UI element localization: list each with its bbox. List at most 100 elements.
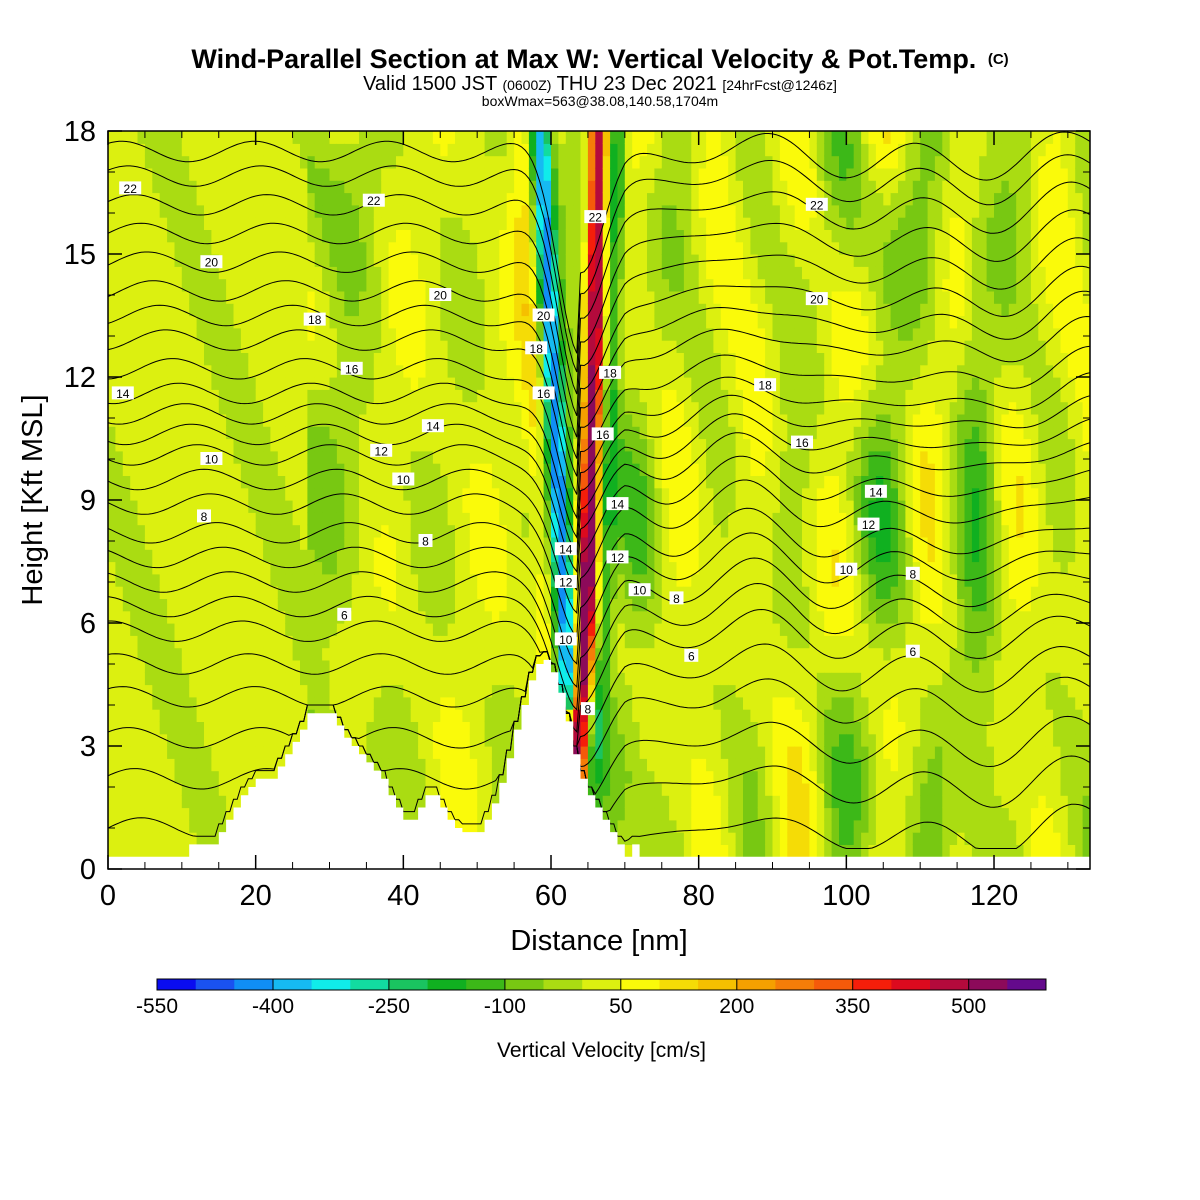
velocity-cell <box>602 340 611 353</box>
velocity-cell <box>595 512 604 526</box>
velocity-cell <box>514 512 523 526</box>
velocity-cell <box>233 192 242 206</box>
velocity-cell <box>130 696 139 710</box>
velocity-cell <box>359 536 367 550</box>
velocity-cell <box>130 463 139 476</box>
velocity-cell <box>248 709 257 722</box>
velocity-cell <box>159 204 168 218</box>
velocity-cell <box>211 340 220 353</box>
velocity-cell <box>218 696 227 710</box>
velocity-cell <box>218 721 227 735</box>
velocity-cell <box>226 426 235 440</box>
velocity-cell <box>381 696 390 710</box>
velocity-cell <box>108 266 116 280</box>
velocity-cell <box>654 782 663 796</box>
velocity-cell <box>477 721 486 735</box>
velocity-cell <box>292 709 301 722</box>
velocity-cell <box>248 635 257 649</box>
velocity-cell <box>255 733 264 747</box>
velocity-cell <box>491 549 500 563</box>
velocity-cell <box>322 315 331 329</box>
velocity-cell <box>329 389 338 403</box>
velocity-cell <box>514 290 523 304</box>
velocity-cell <box>632 266 641 280</box>
velocity-cell <box>130 659 139 673</box>
velocity-cell <box>624 229 633 243</box>
velocity-cell <box>595 721 604 735</box>
velocity-cell <box>226 573 235 587</box>
velocity-cell <box>499 167 508 181</box>
velocity-cell <box>152 389 161 403</box>
velocity-cell <box>551 303 559 317</box>
velocity-cell <box>108 512 116 526</box>
velocity-cell <box>255 155 264 169</box>
velocity-cell <box>440 401 449 415</box>
velocity-cell <box>573 586 582 599</box>
velocity-cell <box>491 561 500 575</box>
velocity-cell <box>425 610 434 624</box>
velocity-cell <box>573 278 582 292</box>
velocity-cell <box>189 155 198 169</box>
velocity-cell <box>226 475 235 489</box>
velocity-cell <box>713 327 722 341</box>
velocity-cell <box>263 635 272 649</box>
velocity-cell <box>189 721 198 735</box>
velocity-cell <box>366 352 375 366</box>
velocity-cell <box>285 229 294 243</box>
velocity-cell <box>484 549 493 563</box>
velocity-cell <box>373 746 382 759</box>
velocity-cell <box>536 610 545 624</box>
velocity-cell <box>506 131 515 144</box>
velocity-cell <box>366 475 375 489</box>
velocity-cell <box>307 561 316 575</box>
velocity-cell <box>647 266 655 280</box>
velocity-cell <box>418 733 427 747</box>
velocity-cell <box>196 770 205 784</box>
velocity-cell <box>307 549 316 563</box>
velocity-cell <box>617 315 626 329</box>
velocity-cell <box>528 573 537 587</box>
velocity-cell <box>602 721 611 735</box>
velocity-cell <box>410 512 419 526</box>
velocity-cell <box>610 352 619 366</box>
velocity-cell <box>669 254 678 267</box>
velocity-cell <box>196 155 205 169</box>
velocity-cell <box>647 143 655 157</box>
velocity-cell <box>455 561 463 575</box>
velocity-cell <box>610 684 619 698</box>
velocity-cell <box>181 807 190 821</box>
velocity-cell <box>137 795 146 809</box>
velocity-cell <box>506 254 515 267</box>
velocity-cell <box>521 413 530 427</box>
velocity-cell <box>698 192 707 206</box>
velocity-cell <box>595 709 604 722</box>
velocity-cell <box>277 266 286 280</box>
velocity-cell <box>447 746 456 759</box>
velocity-cell <box>558 586 567 599</box>
velocity-cell <box>263 389 272 403</box>
velocity-cell <box>669 659 678 673</box>
velocity-cell <box>277 696 286 710</box>
velocity-cell <box>528 475 537 489</box>
velocity-cell <box>240 561 249 575</box>
velocity-cell <box>255 770 264 784</box>
velocity-cell <box>359 438 367 452</box>
velocity-cell <box>713 635 722 649</box>
velocity-cell <box>285 155 294 169</box>
velocity-cell <box>130 549 139 563</box>
velocity-cell <box>469 647 478 661</box>
velocity-cell <box>425 327 434 341</box>
velocity-cell <box>713 721 722 735</box>
velocity-cell <box>277 598 286 612</box>
velocity-cell <box>240 536 249 550</box>
velocity-cell <box>130 832 139 845</box>
velocity-cell <box>602 389 611 403</box>
velocity-cell <box>366 512 375 526</box>
velocity-cell <box>196 266 205 280</box>
velocity-cell <box>167 475 176 489</box>
velocity-cell <box>344 512 353 526</box>
velocity-cell <box>336 684 345 698</box>
velocity-cell <box>263 438 272 452</box>
velocity-cell <box>122 364 131 378</box>
velocity-cell <box>351 131 360 144</box>
